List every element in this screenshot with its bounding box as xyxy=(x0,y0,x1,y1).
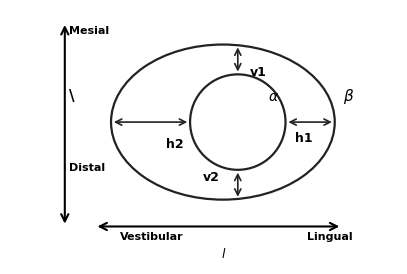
Text: \: \ xyxy=(69,89,75,104)
Text: Vestibular: Vestibular xyxy=(120,232,183,242)
Text: $\beta$: $\beta$ xyxy=(343,87,354,106)
Text: l: l xyxy=(221,248,225,261)
Text: v2: v2 xyxy=(203,171,219,184)
Text: h2: h2 xyxy=(166,138,184,151)
Text: Lingual: Lingual xyxy=(307,232,353,242)
Text: Mesial: Mesial xyxy=(69,26,109,36)
Text: v1: v1 xyxy=(250,66,267,79)
Text: h1: h1 xyxy=(295,132,312,145)
Text: Distal: Distal xyxy=(69,163,105,173)
Text: $\alpha$: $\alpha$ xyxy=(268,90,279,104)
